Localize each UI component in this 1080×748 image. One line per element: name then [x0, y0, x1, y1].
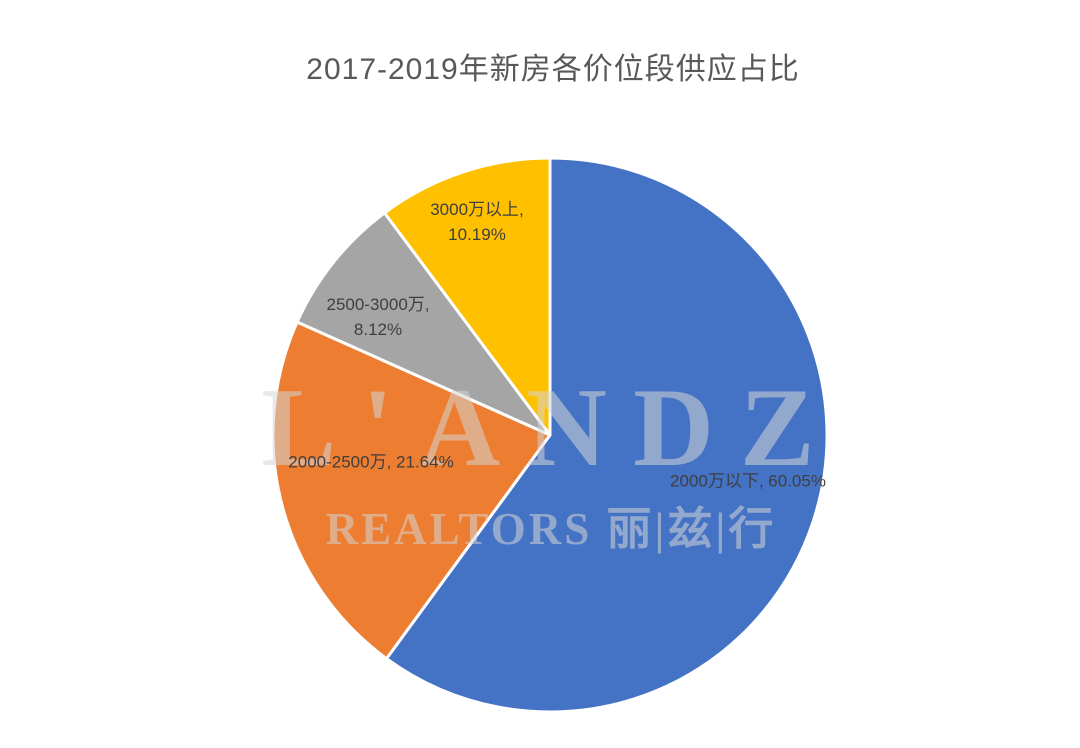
data-label-line: 10.19%: [448, 225, 506, 244]
data-label-line: 2000万以下, 60.05%: [670, 471, 826, 491]
chart-title: 2017-2019年新房各价位段供应占比: [306, 53, 800, 86]
pie-slice-1: [384, 156, 829, 714]
data-label-line: 3000万以上,: [430, 200, 524, 219]
data-label-line: 2000-2500万, 21.64%: [288, 452, 454, 472]
data-label-line: 8.12%: [353, 320, 403, 339]
pie-slice-2: [271, 320, 552, 661]
data-label-under-2000w: 2000万以下, 60.05%: [670, 469, 826, 494]
data-label-line: 2500-3000万,: [326, 295, 430, 314]
data-label-2000-2500w: 2000-2500万, 21.64%: [288, 450, 453, 475]
pie-slice-4: [383, 156, 552, 437]
data-label-2500-3000w: 2500-3000万, 8.12%: [326, 292, 429, 342]
data-label-over-3000w: 3000万以上, 10.19%: [430, 197, 524, 247]
pie-slice-3: [295, 211, 552, 437]
